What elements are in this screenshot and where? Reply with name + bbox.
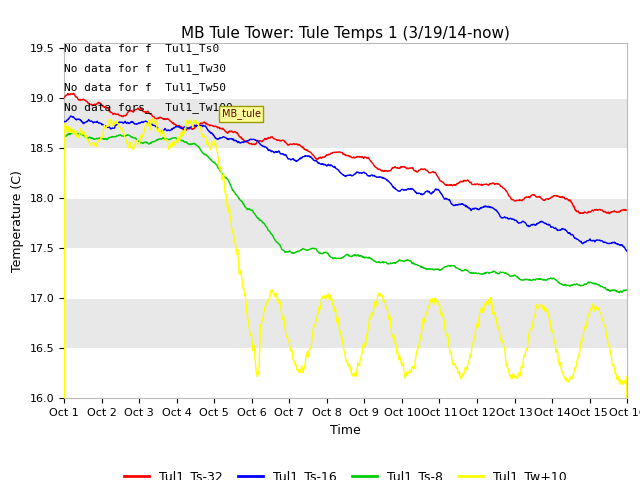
Text: No data fors_  Tul1_Tw100: No data fors_ Tul1_Tw100	[64, 102, 233, 113]
Bar	[64, 299, 627, 348]
Bar	[64, 98, 627, 148]
Title: MB Tule Tower: Tule Temps 1 (3/19/14-now): MB Tule Tower: Tule Temps 1 (3/19/14-now…	[181, 25, 510, 41]
Text: No data for f  Tul1_Tw50: No data for f Tul1_Tw50	[64, 82, 226, 93]
Y-axis label: Temperature (C): Temperature (C)	[11, 170, 24, 272]
Text: MB_tule: MB_tule	[221, 108, 260, 119]
X-axis label: Time: Time	[330, 424, 361, 437]
Legend: Tul1_Ts-32, Tul1_Ts-16, Tul1_Ts-8, Tul1_Tw+10: Tul1_Ts-32, Tul1_Ts-16, Tul1_Ts-8, Tul1_…	[120, 465, 572, 480]
Text: No data for f  Tul1_Ts0: No data for f Tul1_Ts0	[64, 43, 220, 54]
Text: No data for f  Tul1_Tw30: No data for f Tul1_Tw30	[64, 63, 226, 73]
Bar	[64, 198, 627, 248]
